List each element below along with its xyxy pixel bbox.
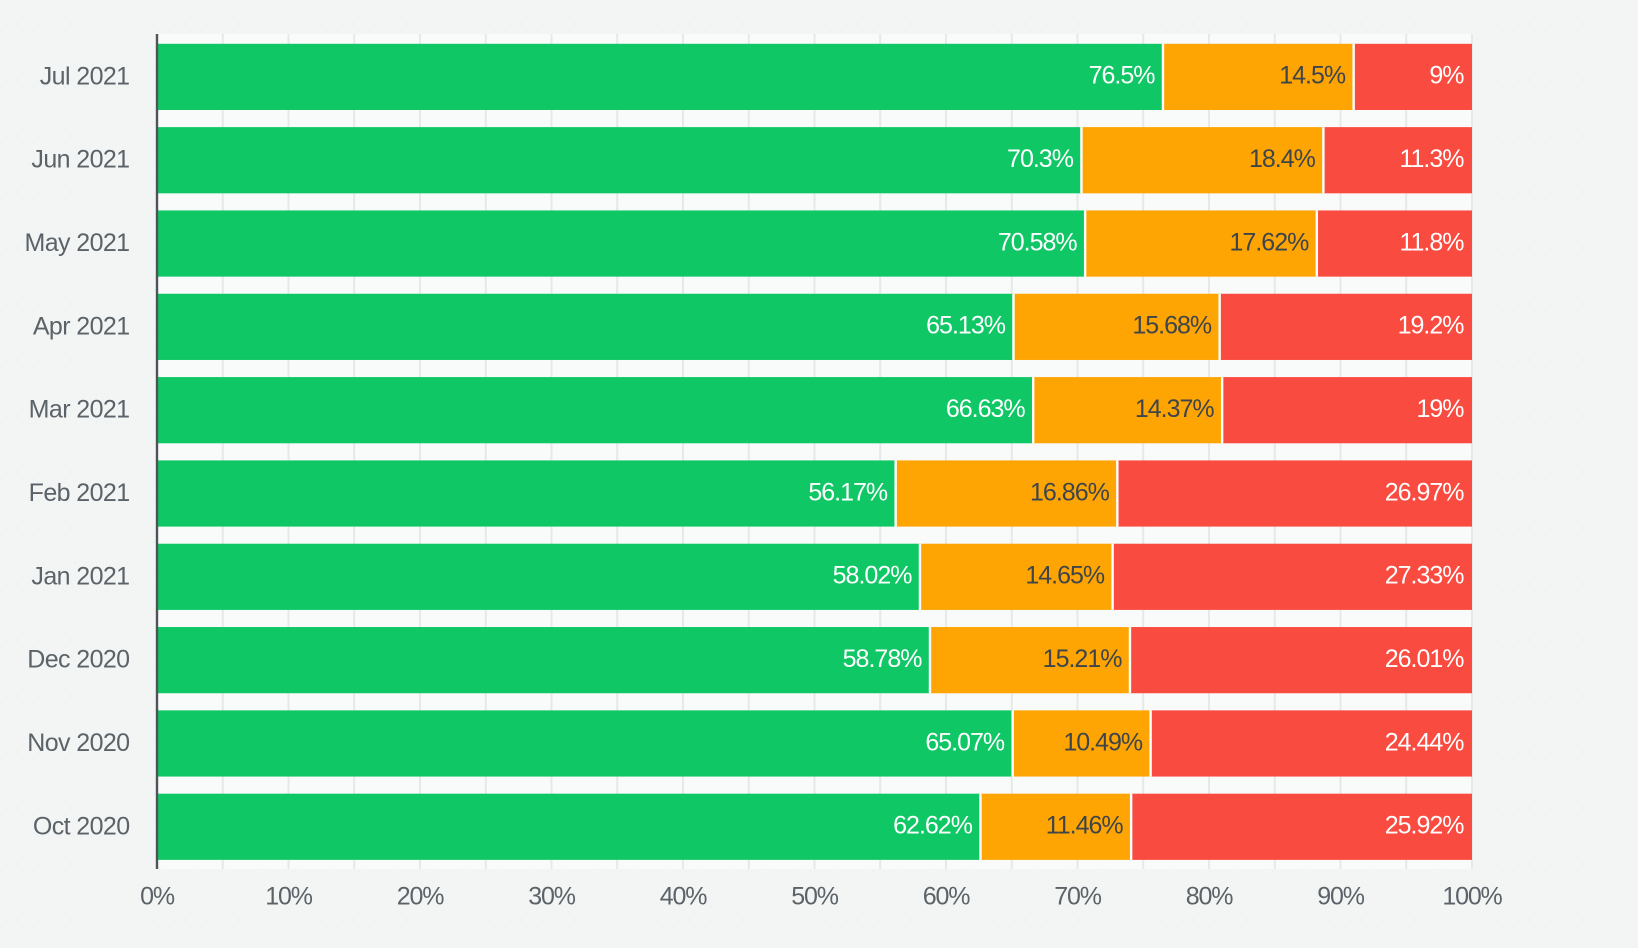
svg-text:Oct 2020: Oct 2020: [33, 812, 130, 840]
svg-text:Apr 2021: Apr 2021: [33, 312, 130, 340]
svg-text:58.02%: 58.02%: [833, 562, 913, 590]
svg-text:Jul 2021: Jul 2021: [40, 62, 130, 90]
svg-text:17.62%: 17.62%: [1230, 228, 1310, 256]
svg-text:65.07%: 65.07%: [925, 728, 1005, 756]
svg-text:Jan 2021: Jan 2021: [31, 562, 129, 590]
svg-text:70.3%: 70.3%: [1007, 145, 1074, 173]
svg-text:Feb 2021: Feb 2021: [29, 479, 130, 507]
svg-text:65.13%: 65.13%: [926, 312, 1006, 340]
svg-text:Dec 2020: Dec 2020: [27, 646, 129, 674]
svg-text:16.86%: 16.86%: [1030, 478, 1110, 506]
svg-text:70%: 70%: [1054, 882, 1101, 910]
svg-text:56.17%: 56.17%: [808, 478, 888, 506]
svg-text:50%: 50%: [791, 882, 838, 910]
svg-text:90%: 90%: [1317, 882, 1364, 910]
svg-text:62.62%: 62.62%: [893, 812, 973, 840]
svg-text:11.3%: 11.3%: [1399, 145, 1464, 173]
svg-text:11.46%: 11.46%: [1046, 812, 1124, 840]
svg-text:15.21%: 15.21%: [1043, 645, 1123, 673]
svg-text:27.33%: 27.33%: [1385, 562, 1465, 590]
svg-text:30%: 30%: [528, 882, 575, 910]
svg-text:19%: 19%: [1416, 395, 1464, 423]
svg-text:10%: 10%: [265, 882, 312, 910]
svg-text:26.97%: 26.97%: [1385, 478, 1465, 506]
svg-text:14.37%: 14.37%: [1135, 395, 1215, 423]
svg-text:11.8%: 11.8%: [1399, 228, 1464, 256]
svg-text:9%: 9%: [1429, 62, 1464, 90]
svg-text:60%: 60%: [923, 882, 970, 910]
svg-text:0%: 0%: [140, 882, 175, 910]
svg-text:15.68%: 15.68%: [1132, 312, 1212, 340]
svg-text:24.44%: 24.44%: [1385, 728, 1465, 756]
svg-text:26.01%: 26.01%: [1385, 645, 1465, 673]
svg-text:18.4%: 18.4%: [1249, 145, 1316, 173]
svg-text:Mar 2021: Mar 2021: [29, 396, 130, 424]
svg-text:100%: 100%: [1442, 882, 1502, 910]
svg-text:Jun 2021: Jun 2021: [31, 146, 129, 174]
svg-text:Nov 2020: Nov 2020: [27, 729, 129, 757]
svg-text:58.78%: 58.78%: [843, 645, 923, 673]
svg-text:25.92%: 25.92%: [1385, 812, 1465, 840]
svg-text:76.5%: 76.5%: [1089, 62, 1156, 90]
svg-text:19.2%: 19.2%: [1398, 312, 1465, 340]
svg-text:14.65%: 14.65%: [1025, 562, 1105, 590]
svg-text:14.5%: 14.5%: [1279, 62, 1346, 90]
svg-text:66.63%: 66.63%: [946, 395, 1026, 423]
svg-text:May 2021: May 2021: [25, 229, 130, 257]
svg-text:20%: 20%: [397, 882, 444, 910]
svg-text:10.49%: 10.49%: [1063, 728, 1143, 756]
svg-text:40%: 40%: [660, 882, 707, 910]
svg-text:80%: 80%: [1186, 882, 1233, 910]
svg-text:70.58%: 70.58%: [998, 228, 1078, 256]
